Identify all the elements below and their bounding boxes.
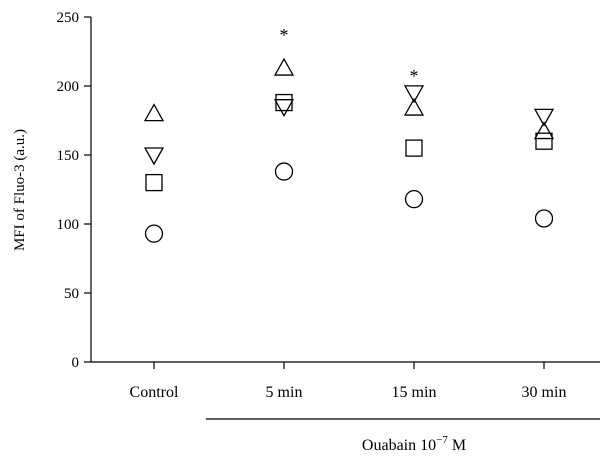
point-circle-1 (144, 224, 164, 243)
point-square-1 (145, 173, 163, 192)
point-triangle-down-4 (533, 108, 555, 127)
point-triangle-up-2 (273, 57, 295, 76)
y-tick-label-100: 100 (57, 217, 80, 233)
significance-star-5-min: * (280, 25, 289, 45)
significance-star-15-min: * (410, 66, 419, 86)
point-square-4 (535, 132, 553, 150)
group-label-exponent: −7 (436, 434, 448, 446)
y-ticks: 0 50 100 150 200 250 (57, 10, 91, 371)
point-triangle-up-3 (403, 97, 425, 116)
x-tick-label-15-min: 15 min (392, 384, 437, 401)
point-triangle-down-3 (403, 85, 425, 104)
axes (90, 17, 600, 363)
x-tick-label-5-min: 5 min (266, 384, 303, 401)
point-triangle-up-4 (533, 121, 555, 140)
point-circle-2 (274, 162, 294, 181)
x-ticks: Control 5 min 15 min 30 min (130, 362, 567, 401)
point-circle-3 (404, 190, 424, 209)
significance-marks: ** (280, 25, 419, 86)
y-tick-label-0: 0 (72, 355, 80, 371)
group-label-suffix: M (448, 437, 466, 454)
group-label-prefix: Ouabain 10 (362, 437, 436, 454)
point-square-2 (275, 93, 293, 112)
y-axis-title: MFI of Fluo-3 (a.u.) (12, 129, 28, 251)
point-square-3 (405, 139, 423, 157)
data-marks (143, 57, 555, 243)
point-triangle-down-1 (143, 147, 165, 166)
group-label: Ouabain 10−7 M (362, 434, 466, 454)
y-tick-label-250: 250 (57, 10, 80, 26)
point-circle-4 (534, 209, 554, 228)
x-tick-label-control: Control (130, 384, 179, 401)
y-tick-label-50: 50 (64, 286, 79, 302)
x-tick-label-30-min: 30 min (522, 384, 567, 401)
y-tick-label-150: 150 (57, 148, 80, 164)
point-triangle-down-2 (273, 99, 295, 118)
y-tick-label-200: 200 (57, 79, 80, 95)
point-triangle-up-1 (143, 103, 165, 122)
